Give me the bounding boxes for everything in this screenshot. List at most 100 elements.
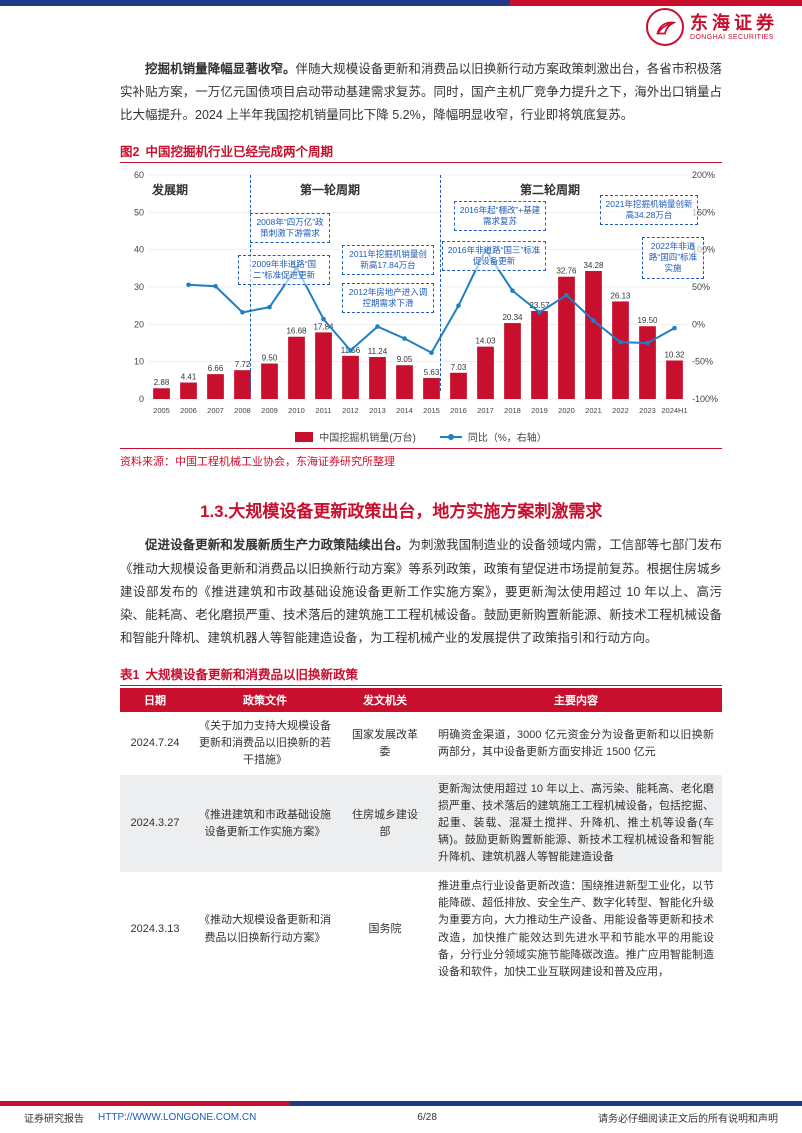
svg-text:60: 60	[134, 170, 144, 180]
footer-accent	[0, 1101, 802, 1106]
brand-logo: 东海证券 DONGHAI SECURITIES	[646, 8, 778, 46]
svg-text:0%: 0%	[692, 320, 705, 330]
svg-text:10: 10	[134, 357, 144, 367]
figure-title: 中国挖掘机行业已经完成两个周期	[145, 141, 333, 160]
svg-text:11.24: 11.24	[368, 347, 388, 356]
th-date: 日期	[120, 688, 190, 712]
svg-text:200%: 200%	[692, 170, 715, 180]
cell-org: 住房城乡建设部	[340, 775, 430, 872]
chart-source: 资料来源：中国工程机械工业协会，东海证券研究所整理	[120, 448, 722, 469]
cell-date: 2024.3.27	[120, 775, 190, 872]
svg-text:30: 30	[134, 282, 144, 292]
svg-text:10.32: 10.32	[664, 351, 685, 360]
footer-accent-red	[0, 1101, 290, 1106]
cell-date: 2024.3.13	[120, 872, 190, 986]
page-number: 6/28	[417, 1112, 436, 1123]
table-title: 大规模设备更新和消费品以旧换新政策	[145, 664, 358, 683]
svg-text:6.66: 6.66	[208, 365, 224, 374]
svg-text:2022: 2022	[612, 406, 629, 415]
svg-text:4.41: 4.41	[181, 373, 197, 382]
period-3: 第二轮周期	[520, 181, 580, 198]
svg-text:2008: 2008	[234, 406, 251, 415]
period-1: 发展期	[152, 181, 188, 198]
cell-date: 2024.7.24	[120, 712, 190, 775]
figure-title-row: 图2 中国挖掘机行业已经完成两个周期	[120, 141, 722, 163]
legend-bars: 中国挖掘机销量(万台)	[295, 429, 416, 444]
table-row: 2024.3.27《推进建筑和市政基础设施设备更新工作实施方案》住房城乡建设部更…	[120, 775, 722, 872]
callout-1: 2008年“四万亿”政策刺激下游需求	[250, 213, 330, 243]
chart-area: 0102030405060-100%-50%0%50%100%150%200%2…	[120, 167, 722, 427]
legend-line: 同比（%，右轴）	[440, 429, 547, 444]
figure-label: 图2	[120, 141, 139, 160]
callout-3: 2011年挖掘机销量创新高17.84万台	[342, 245, 434, 275]
cell-doc: 《推进建筑和市政基础设施设备更新工作实施方案》	[190, 775, 340, 872]
table-title-row: 表1 大规模设备更新和消费品以旧换新政策	[120, 664, 722, 686]
footer-disclaimer: 请务必仔细阅读正文后的所有说明和声明	[598, 1110, 778, 1125]
legend-line-label: 同比（%，右轴）	[468, 429, 547, 444]
th-content: 主要内容	[430, 688, 722, 712]
cell-org: 国家发展改革委	[340, 712, 430, 775]
svg-text:2.88: 2.88	[154, 379, 170, 388]
section-title: 大规模设备更新政策出台，地方实施方案刺激需求	[228, 502, 602, 521]
paragraph-2: 促进设备更新和发展新质生产力政策陆续出台。为刺激我国制造业的设备领域内需，工信部…	[120, 534, 722, 650]
table-row: 2024.3.13《推动大规模设备更新和消费品以旧换新行动方案》国务院推进重点行…	[120, 872, 722, 986]
table-label: 表1	[120, 664, 139, 683]
logo-icon	[646, 8, 684, 46]
svg-text:2021: 2021	[585, 406, 602, 415]
table-header-row: 日期 政策文件 发文机关 主要内容	[120, 688, 722, 712]
svg-text:2013: 2013	[369, 406, 386, 415]
svg-text:2015: 2015	[423, 406, 440, 415]
callout-7: 2021年挖掘机销量创新高34.28万台	[600, 195, 698, 225]
svg-text:2020: 2020	[558, 406, 575, 415]
section-heading: 1.3.大规模设备更新政策出台，地方实施方案刺激需求	[200, 497, 722, 522]
svg-text:-100%: -100%	[692, 394, 718, 404]
svg-text:9.50: 9.50	[262, 354, 278, 363]
svg-text:50: 50	[134, 208, 144, 218]
main-content: 挖掘机销量降幅显著收窄。伴随大规模设备更新和消费品以旧换新行动方案政策刺激出台，…	[0, 58, 802, 987]
footer-report-label: 证券研究报告	[24, 1110, 84, 1125]
policy-table: 日期 政策文件 发文机关 主要内容 2024.7.24《关于加力支持大规模设备更…	[120, 688, 722, 987]
callout-5: 2016年起“棚改”+基建需求复苏	[454, 201, 546, 231]
svg-text:7.72: 7.72	[235, 361, 251, 370]
svg-text:2016: 2016	[450, 406, 467, 415]
svg-text:2010: 2010	[288, 406, 305, 415]
p2-bold: 促进设备更新和发展新质生产力政策陆续出台。	[145, 538, 408, 552]
svg-text:2014: 2014	[396, 406, 413, 415]
svg-text:9.05: 9.05	[397, 356, 413, 365]
cell-doc: 《关于加力支持大规模设备更新和消费品以旧换新的若干措施》	[190, 712, 340, 775]
table-row: 2024.7.24《关于加力支持大规模设备更新和消费品以旧换新的若干措施》国家发…	[120, 712, 722, 775]
svg-text:2023: 2023	[639, 406, 656, 415]
cell-org: 国务院	[340, 872, 430, 986]
svg-text:2024H1: 2024H1	[661, 406, 687, 415]
period-2: 第一轮周期	[300, 181, 360, 198]
section-num: 1.3.	[200, 502, 228, 521]
svg-text:5.63: 5.63	[424, 368, 440, 377]
svg-text:32.76: 32.76	[556, 267, 577, 276]
svg-text:20.34: 20.34	[502, 313, 523, 322]
svg-text:2009: 2009	[261, 406, 278, 415]
svg-text:2018: 2018	[504, 406, 521, 415]
brand-cn: 东海证券	[690, 14, 778, 32]
cell-content: 更新淘汰使用超过 10 年以上、高污染、能耗高、老化磨损严重、技术落后的建筑施工…	[430, 775, 722, 872]
svg-text:34.28: 34.28	[583, 261, 604, 270]
th-org: 发文机关	[340, 688, 430, 712]
p2-rest: 为刺激我国制造业的设备领域内需，工信部等七部门发布《推动大规模设备更新和消费品以…	[120, 538, 722, 645]
svg-text:2019: 2019	[531, 406, 548, 415]
svg-text:2012: 2012	[342, 406, 359, 415]
footer: 证券研究报告 HTTP://WWW.LONGONE.COM.CN 6/28 请务…	[0, 1101, 802, 1133]
svg-text:40: 40	[134, 245, 144, 255]
svg-text:19.50: 19.50	[637, 317, 658, 326]
callout-6: 2016年非道路“国三”标准促设备更新	[442, 241, 546, 271]
svg-text:2006: 2006	[180, 406, 197, 415]
divider-2	[440, 175, 441, 391]
chart-legend: 中国挖掘机销量(万台) 同比（%，右轴）	[120, 429, 722, 444]
svg-text:16.68: 16.68	[286, 327, 307, 336]
footer-url[interactable]: HTTP://WWW.LONGONE.COM.CN	[98, 1112, 256, 1123]
legend-line-swatch	[440, 436, 462, 438]
callout-2: 2009年非道路“国二”标准促进更新	[238, 255, 330, 285]
svg-text:-50%: -50%	[692, 357, 713, 367]
svg-text:7.03: 7.03	[451, 363, 467, 372]
th-doc: 政策文件	[190, 688, 340, 712]
svg-text:14.03: 14.03	[475, 337, 496, 346]
paragraph-1: 挖掘机销量降幅显著收窄。伴随大规模设备更新和消费品以旧换新行动方案政策刺激出台，…	[120, 58, 722, 127]
